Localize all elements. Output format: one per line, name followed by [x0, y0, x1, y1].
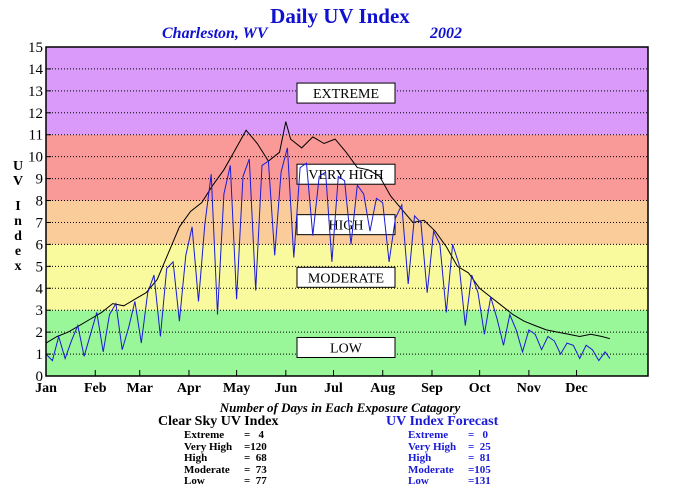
count-value: = 73 [244, 463, 267, 476]
y-tick-label: 0 [36, 369, 44, 385]
y-tick-label: 4 [36, 281, 44, 297]
forecast-counts: Extreme = 0 Very High = 25 High = 81 Moderate =… [408, 429, 491, 488]
y-tick-label: 9 [36, 172, 44, 188]
chart-title: Daily UV Index [270, 4, 410, 28]
band-label-box-moderate [296, 266, 396, 288]
y-tick-label: 1 [36, 347, 44, 363]
band-label-very-high: VERY HIGH [308, 168, 383, 183]
clear-sky-counts: Extreme = 4 Very High =120 High = 68 Moderate =… [184, 429, 267, 488]
clear-sky-heading: Clear Sky UV Index [158, 414, 279, 429]
y-axis-label-char: n [14, 214, 22, 229]
x-tick-label: Apr [177, 381, 201, 396]
x-tick-label: Jan [35, 381, 57, 396]
band-label-box-low [296, 336, 396, 358]
count-row: Moderate =105 [408, 463, 491, 477]
count-label: Low [184, 475, 205, 487]
x-tick-label: Feb [84, 381, 107, 396]
forecast-heading: UV Index Forecast [386, 414, 499, 429]
count-label: High [408, 452, 432, 464]
count-label: Low [408, 475, 429, 487]
y-tick-label: 2 [36, 325, 44, 341]
count-row: Extreme = 4 [184, 429, 267, 442]
count-row: Extreme = 0 [408, 429, 491, 442]
count-value: =105 [468, 463, 491, 476]
count-label: High [184, 452, 208, 464]
band-label-low: LOW [330, 341, 363, 356]
count-value: =131 [468, 475, 491, 487]
count-row: Low =131 [408, 475, 491, 488]
series-lines [45, 121, 611, 362]
count-label: Very High [408, 440, 457, 453]
band-label-extreme: EXTREME [313, 87, 379, 102]
count-value: = 0 [468, 429, 489, 441]
x-tick-label: Nov [517, 381, 541, 396]
band-label-moderate: MODERATE [308, 271, 384, 286]
count-row: High = 81 [408, 452, 491, 465]
count-row: Low = 77 [184, 475, 267, 488]
count-value: = 4 [244, 429, 265, 441]
count-value: =120 [244, 440, 267, 453]
count-label: Moderate [184, 463, 230, 476]
x-tick-label: Jun [275, 381, 298, 396]
y-axis-label-char: V [13, 174, 23, 189]
plot-frame [45, 46, 649, 377]
series-line-forecast [45, 147, 611, 362]
chart-location: Charleston, WV [162, 25, 268, 42]
series-line-clear-sky [45, 121, 611, 344]
y-tick-label: 10 [28, 150, 43, 166]
y-axis-label-char: x [15, 259, 22, 274]
x-tick-label: Mar [126, 381, 152, 396]
x-axis-ticks: Jan Feb Mar Apr May Jun Jul Aug Sep Oct Nov Dec [35, 370, 588, 396]
y-tick-label: 6 [36, 237, 44, 253]
counts-title: Number of Days in Each Exposure Catagory [219, 400, 461, 415]
y-axis-label-char: U [13, 159, 23, 174]
count-label: Extreme [184, 429, 225, 441]
count-row: Very High = 25 [408, 440, 491, 454]
y-tick-label: 11 [29, 128, 43, 144]
y-axis-label-char: e [15, 244, 21, 259]
x-tick-label: May [223, 381, 250, 396]
x-tick-label: Aug [370, 381, 395, 396]
count-row: Moderate = 73 [184, 463, 267, 477]
count-label: Extreme [408, 429, 449, 441]
count-value: = 25 [468, 440, 491, 453]
count-label: Moderate [408, 463, 454, 476]
y-tick-label: 15 [28, 40, 43, 56]
x-tick-label: Jul [324, 381, 343, 396]
band-label-box-very-high [296, 163, 396, 185]
y-axis-label-char: d [14, 229, 22, 244]
y-tick-label: 7 [36, 215, 44, 231]
x-tick-label: Oct [469, 381, 491, 396]
y-tick-label: 14 [28, 62, 44, 78]
count-value: = 77 [244, 475, 267, 487]
x-tick-label: Sep [421, 381, 443, 396]
y-tick-label: 5 [36, 259, 44, 275]
count-value: = 68 [244, 452, 267, 464]
count-label: Very High [184, 440, 233, 453]
chart-year: 2002 [430, 25, 462, 42]
count-row: High = 68 [184, 452, 267, 465]
band-labels: LOW MODERATE HIGH VERY HIGH EXTREME [296, 82, 396, 358]
y-tick-label: 13 [28, 84, 43, 100]
y-tick-label: 8 [36, 194, 44, 210]
band-label-box-extreme [296, 82, 396, 104]
y-tick-label: 3 [36, 303, 44, 319]
count-row: Very High =120 [184, 440, 267, 454]
band-label-high: HIGH [329, 219, 364, 234]
y-tick-label: 12 [28, 106, 43, 122]
count-value: = 81 [468, 452, 491, 464]
x-tick-label: Dec [565, 381, 588, 396]
y-axis-label-char: I [15, 199, 20, 214]
